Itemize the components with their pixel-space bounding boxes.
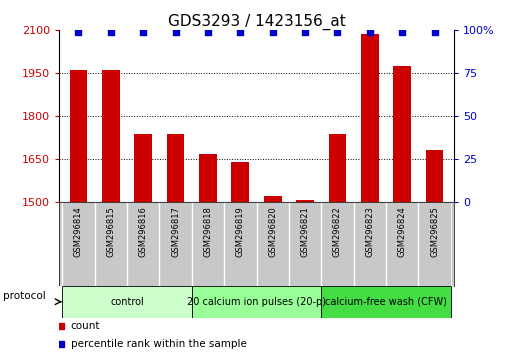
Text: count: count bbox=[71, 321, 101, 331]
Bar bbox=[393, 66, 411, 202]
Bar bbox=[321, 286, 451, 318]
Point bbox=[74, 29, 83, 35]
Text: GSM296825: GSM296825 bbox=[430, 206, 439, 257]
Bar bbox=[296, 200, 314, 202]
Point bbox=[269, 29, 277, 35]
Text: GSM296821: GSM296821 bbox=[301, 206, 309, 257]
Text: GSM296818: GSM296818 bbox=[204, 206, 212, 257]
Bar bbox=[62, 286, 192, 318]
Bar bbox=[167, 135, 185, 202]
Bar bbox=[192, 286, 321, 318]
Point bbox=[301, 29, 309, 35]
Text: calcium-free wash (CFW): calcium-free wash (CFW) bbox=[325, 297, 447, 307]
Text: GSM296817: GSM296817 bbox=[171, 206, 180, 257]
Text: GSM296824: GSM296824 bbox=[398, 206, 407, 257]
Point bbox=[171, 29, 180, 35]
Text: GSM296814: GSM296814 bbox=[74, 206, 83, 257]
Text: GSM296816: GSM296816 bbox=[139, 206, 148, 257]
Point bbox=[430, 29, 439, 35]
Bar bbox=[134, 135, 152, 202]
Point bbox=[398, 29, 406, 35]
Bar bbox=[328, 135, 346, 202]
Text: 20 calcium ion pulses (20-p): 20 calcium ion pulses (20-p) bbox=[187, 297, 326, 307]
Text: control: control bbox=[110, 297, 144, 307]
Text: GSM296819: GSM296819 bbox=[236, 206, 245, 257]
Text: percentile rank within the sample: percentile rank within the sample bbox=[71, 339, 247, 349]
Point bbox=[236, 29, 244, 35]
Bar bbox=[102, 69, 120, 202]
Text: GSM296822: GSM296822 bbox=[333, 206, 342, 257]
Bar bbox=[426, 150, 443, 202]
Text: GSM296815: GSM296815 bbox=[106, 206, 115, 257]
Point bbox=[139, 29, 147, 35]
Bar bbox=[361, 34, 379, 202]
Text: GSM296823: GSM296823 bbox=[365, 206, 374, 257]
Text: protocol: protocol bbox=[3, 291, 45, 301]
Bar bbox=[264, 196, 282, 202]
Point bbox=[333, 29, 342, 35]
Point bbox=[366, 29, 374, 35]
Title: GDS3293 / 1423156_at: GDS3293 / 1423156_at bbox=[168, 14, 345, 30]
Text: GSM296820: GSM296820 bbox=[268, 206, 277, 257]
Bar bbox=[231, 162, 249, 202]
Bar bbox=[70, 70, 87, 202]
Point bbox=[204, 29, 212, 35]
Point bbox=[107, 29, 115, 35]
Bar bbox=[199, 154, 217, 202]
